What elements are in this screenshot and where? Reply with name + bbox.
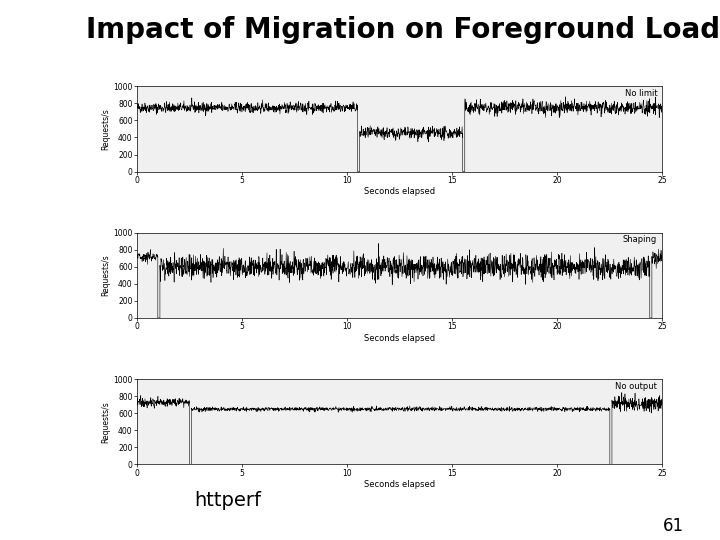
Text: httperf: httperf (194, 491, 261, 510)
Text: Impact of Migration on Foreground Load: Impact of Migration on Foreground Load (86, 16, 720, 44)
Text: Shaping: Shaping (623, 235, 657, 245)
X-axis label: Seconds elapsed: Seconds elapsed (364, 187, 435, 197)
X-axis label: Seconds elapsed: Seconds elapsed (364, 481, 435, 489)
Text: No output: No output (616, 382, 657, 391)
Text: No limit: No limit (624, 89, 657, 98)
Y-axis label: Requests/s: Requests/s (102, 401, 110, 443)
X-axis label: Seconds elapsed: Seconds elapsed (364, 334, 435, 343)
Y-axis label: Requests/s: Requests/s (102, 254, 110, 296)
Y-axis label: Requests/s: Requests/s (102, 108, 110, 150)
Text: 61: 61 (663, 517, 684, 535)
